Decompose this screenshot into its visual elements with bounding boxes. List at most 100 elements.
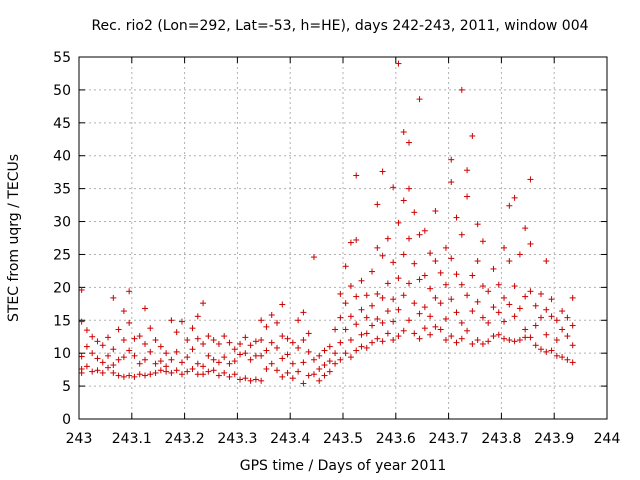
data-point [442,337,449,344]
data-point [427,331,434,338]
data-point [464,292,471,299]
data-point [543,258,550,265]
y-tick-label: 55 [53,50,71,66]
data-point [263,347,270,354]
y-tick-label: 5 [62,379,71,395]
data-point [464,193,471,200]
x-tick-label: 243.1 [112,431,152,447]
data-point [221,354,228,361]
data-point [316,365,323,372]
y-tick-label: 50 [53,83,71,99]
data-point [347,337,354,344]
data-point [131,352,138,359]
data-point [78,318,85,325]
data-point [115,372,122,379]
x-tick-label: 243.7 [429,431,469,447]
data-point [516,251,523,258]
data-point [289,375,296,382]
data-point [231,358,238,365]
data-point [374,201,381,208]
data-point [390,296,397,303]
x-tick-label: 243.9 [534,431,574,447]
data-point [501,244,508,251]
data-point [205,333,212,340]
data-point [120,354,127,361]
data-point [485,338,492,345]
data-point [295,317,302,324]
data-point [458,231,465,238]
data-point [506,202,513,209]
data-point [522,326,529,333]
data-point [421,227,428,234]
data-point [279,373,286,380]
data-point [501,294,508,301]
data-point [163,350,170,357]
chart-title: Rec. rio2 (Lon=292, Lat=-53, h=HE), days… [91,18,588,34]
data-point [289,339,296,346]
data-point [384,280,391,287]
data-point [126,319,133,326]
data-point [569,294,576,301]
data-point [120,308,127,315]
y-tick-label: 45 [53,116,71,132]
y-axis-ticks: 0 5 10 15 20 25 30 35 40 45 50 55 [53,50,607,428]
data-point [369,268,376,275]
data-point [300,337,307,344]
data-point [289,360,296,367]
data-point [427,285,434,292]
data-point [221,333,228,340]
data-point [284,335,291,342]
data-point [89,350,96,357]
data-point [78,286,85,293]
data-point [564,356,571,363]
data-point [89,368,96,375]
data-point [258,317,265,324]
data-point [194,360,201,367]
data-point [427,250,434,257]
data-point [543,348,550,355]
data-point [532,342,539,349]
data-point [310,356,317,363]
x-tick-label: 243.2 [165,431,205,447]
data-point [347,354,354,361]
y-tick-label: 25 [53,247,71,263]
data-point [432,294,439,301]
data-point [548,313,555,320]
data-point [221,369,228,376]
data-point [252,352,259,359]
data-point [379,338,386,345]
data-point [448,255,455,262]
data-point [157,367,164,374]
data-point [200,363,207,370]
data-point [115,326,122,333]
data-point [543,306,550,313]
data-point [337,356,344,363]
data-point [173,329,180,336]
data-point [532,322,539,329]
data-point [194,313,201,320]
data-point [511,194,518,201]
data-point [406,235,412,242]
data-point [411,300,418,307]
data-point [522,293,529,300]
data-point [83,343,90,350]
data-point [358,277,365,284]
data-point [242,350,249,357]
data-point [242,375,249,382]
data-point [379,168,386,175]
data-point [390,337,397,344]
data-point [184,354,191,361]
data-point [479,340,486,347]
data-point [215,359,222,366]
data-point [78,369,85,376]
data-point [126,372,133,379]
data-point [374,315,381,322]
data-point [384,235,391,242]
data-point [168,356,175,363]
plot-frame [78,56,608,420]
data-point [157,343,164,350]
data-point [120,337,127,344]
data-point [390,259,397,266]
data-point [369,322,376,329]
data-point [469,340,476,347]
